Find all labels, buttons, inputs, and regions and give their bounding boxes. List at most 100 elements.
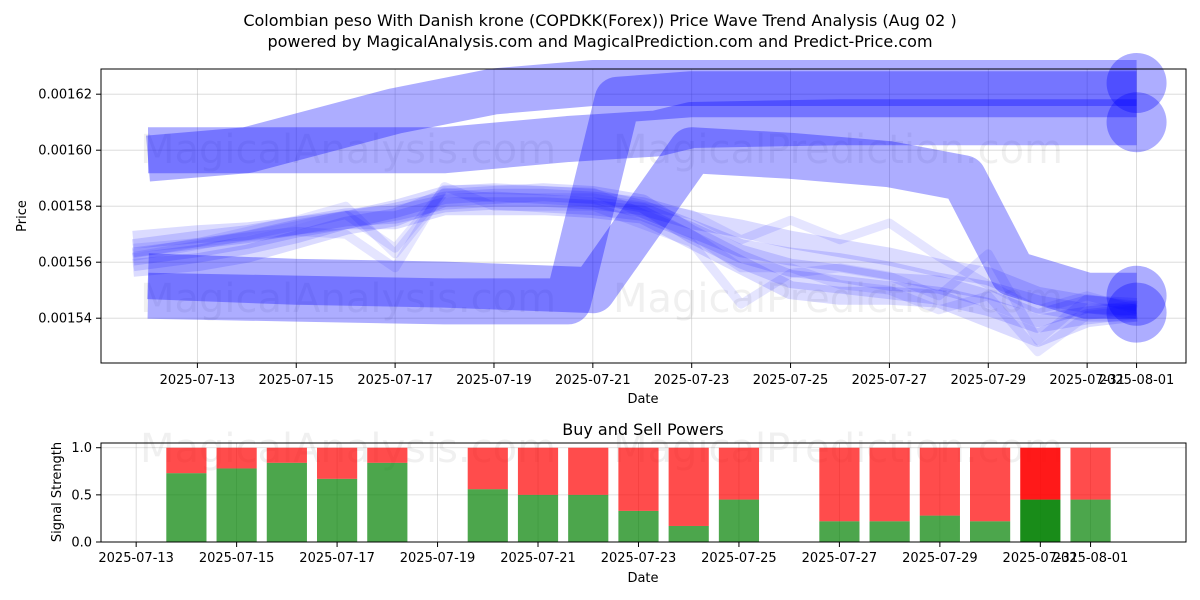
buy-bar bbox=[367, 462, 408, 542]
signal-x-tick-label: 2025-07-23 bbox=[601, 551, 677, 566]
price-x-tick-label: 2025-07-21 bbox=[555, 373, 631, 388]
price-wave-series bbox=[131, 53, 1167, 357]
buy-bar bbox=[467, 489, 508, 542]
buy-bar bbox=[819, 521, 860, 542]
signal-y-axis-label: Signal Strength bbox=[50, 442, 65, 542]
buy-bar bbox=[568, 494, 609, 542]
buy-bar bbox=[869, 521, 910, 542]
signal-x-tick-label: 2025-07-25 bbox=[701, 551, 777, 566]
sell-bar bbox=[266, 447, 307, 463]
sell-bar bbox=[919, 447, 960, 516]
price-x-tick-label: 2025-07-23 bbox=[654, 373, 730, 388]
signal-x-tick-label: 2025-07-13 bbox=[98, 551, 174, 566]
price-x-tick-label: 2025-07-29 bbox=[950, 373, 1026, 388]
sell-bar bbox=[819, 447, 860, 522]
price-panel: MagicalAnalysis.com MagicalPrediction.co… bbox=[15, 53, 1187, 407]
price-wave-wave-mid-4 bbox=[132, 183, 1138, 333]
price-y-tick-label: 0.00162 bbox=[38, 88, 92, 103]
signal-y-tick-label: 0.5 bbox=[71, 488, 92, 503]
buy-bar bbox=[266, 462, 307, 542]
price-x-tick-label: 2025-07-19 bbox=[456, 373, 532, 388]
sell-bar bbox=[869, 447, 910, 522]
watermark-prediction: MagicalPrediction.com bbox=[613, 127, 1063, 173]
buy-bar bbox=[166, 473, 207, 542]
buy-bar bbox=[668, 525, 709, 542]
signal-chart-title: Buy and Sell Powers bbox=[562, 420, 724, 439]
sell-bar bbox=[718, 447, 760, 500]
sell-bar bbox=[1070, 447, 1111, 500]
price-y-tick-label: 0.00154 bbox=[38, 312, 92, 327]
signal-x-tick-label: 2025-07-31 bbox=[1003, 551, 1079, 566]
price-wave-end-marker bbox=[1106, 282, 1167, 343]
signal-x-tick-label: 2025-07-29 bbox=[902, 551, 978, 566]
signal-y-ticks: 0.0 0.5 1.0 bbox=[71, 441, 101, 551]
signal-y-tick-label: 0.0 bbox=[71, 536, 92, 551]
signal-x-tick-label: 2025-07-17 bbox=[299, 551, 375, 566]
watermark-analysis: MagicalAnalysis.com bbox=[140, 127, 556, 173]
price-x-tick-label: 2025-07-15 bbox=[258, 373, 334, 388]
price-y-tick-label: 0.00158 bbox=[38, 200, 92, 215]
price-axes-frame bbox=[100, 68, 1187, 364]
signal-y-tick-label: 1.0 bbox=[71, 441, 92, 456]
price-wave-wave-spike-a bbox=[132, 187, 1138, 315]
signal-panel: Buy and Sell Powers MagicalAnalysis.com … bbox=[50, 420, 1187, 586]
price-watermarks: MagicalAnalysis.com MagicalPrediction.co… bbox=[140, 127, 1063, 322]
figure-title-line1: Colombian peso With Danish krone (COPDKK… bbox=[243, 11, 956, 30]
buy-bar bbox=[517, 494, 559, 542]
signal-x-ticks: 2025-07-13 2025-07-15 2025-07-17 2025-07-19… bbox=[98, 542, 1128, 566]
sell-bar bbox=[367, 447, 408, 463]
price-x-axis-label: Date bbox=[627, 392, 658, 407]
buy-bar bbox=[919, 515, 960, 542]
signal-axes-frame bbox=[100, 442, 1187, 543]
price-x-tick-label: 2025-07-31 bbox=[1049, 373, 1125, 388]
figure-title-line2: powered by MagicalAnalysis.com and Magic… bbox=[267, 32, 932, 51]
buy-bar bbox=[216, 468, 257, 542]
buy-bar bbox=[1070, 499, 1111, 542]
buy-bar bbox=[718, 499, 760, 542]
price-y-ticks: 0.00154 0.00156 0.00158 0.00160 0.00162 bbox=[38, 88, 101, 327]
sell-bar bbox=[568, 447, 609, 495]
price-x-ticks: 2025-07-13 2025-07-15 2025-07-17 2025-07-19… bbox=[160, 363, 1174, 388]
price-y-tick-label: 0.00156 bbox=[38, 256, 92, 271]
sell-bar bbox=[618, 447, 659, 511]
sell-bar bbox=[970, 447, 1011, 522]
price-wave-wave-mid-1 bbox=[131, 188, 1138, 319]
sell-bar bbox=[316, 447, 358, 479]
price-wave-wave-mid-3 bbox=[131, 191, 1138, 328]
price-y-axis-label: Price bbox=[15, 200, 30, 232]
signal-bars bbox=[166, 447, 1111, 542]
price-y-tick-label: 0.00160 bbox=[38, 144, 92, 159]
price-x-tick-label: 2025-07-17 bbox=[357, 373, 433, 388]
price-x-tick-label: 2025-07-25 bbox=[753, 373, 829, 388]
watermark-prediction: MagicalPrediction.com bbox=[613, 276, 1063, 322]
price-wave-wave-low-jump bbox=[147, 71, 1137, 325]
price-x-tick-label: 2025-07-13 bbox=[160, 373, 236, 388]
sell-bar bbox=[517, 447, 559, 495]
signal-x-tick-label: 2025-07-19 bbox=[400, 551, 476, 566]
price-wave-wave-mid-2 bbox=[131, 183, 1137, 322]
price-wave-wave-high-drop bbox=[147, 127, 1137, 319]
price-wave-wave-high-upper bbox=[146, 60, 1137, 182]
price-x-tick-label: 2025-07-27 bbox=[852, 373, 928, 388]
price-wave-wave-high-main bbox=[148, 99, 1137, 174]
watermark-analysis: MagicalAnalysis.com bbox=[140, 276, 556, 322]
buy-bar bbox=[618, 510, 659, 542]
price-wave-end-marker bbox=[1106, 92, 1167, 153]
sell-bar bbox=[668, 447, 709, 526]
price-wave-wave-spike-b bbox=[132, 182, 1138, 346]
signal-x-tick-label: 2025-08-01 bbox=[1053, 551, 1129, 566]
price-wave-wave-mid-5 bbox=[132, 197, 1138, 347]
sell-bar bbox=[1020, 447, 1061, 500]
sell-bar bbox=[467, 447, 508, 490]
price-grid bbox=[101, 69, 1186, 363]
sell-bar bbox=[166, 447, 207, 474]
price-wave-end-marker bbox=[1106, 53, 1167, 113]
price-wave-end-marker bbox=[1106, 265, 1167, 326]
signal-x-axis-label: Date bbox=[627, 571, 658, 586]
buy-bar bbox=[1020, 499, 1061, 542]
signal-x-tick-label: 2025-07-21 bbox=[500, 551, 576, 566]
price-wave-wave-spike-c bbox=[132, 184, 1138, 357]
buy-bar bbox=[316, 478, 358, 542]
buy-bar bbox=[970, 521, 1011, 542]
